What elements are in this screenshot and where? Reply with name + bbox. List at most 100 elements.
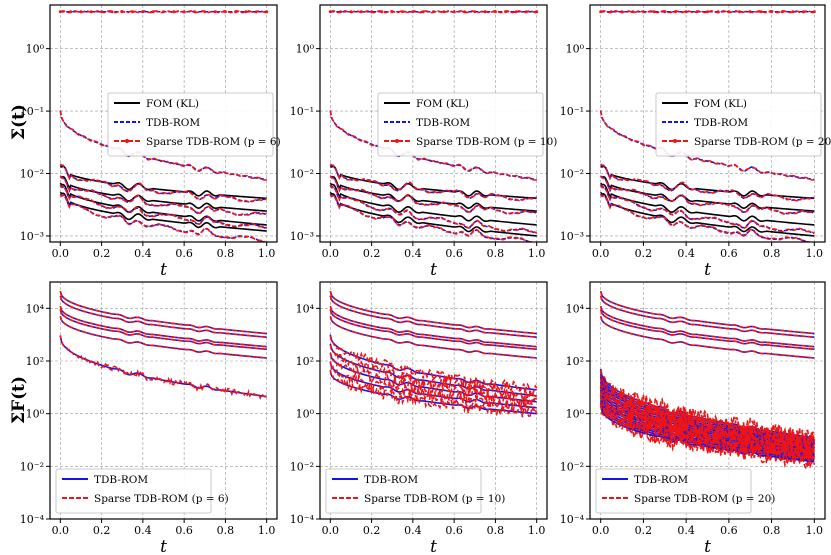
legend-entry: Sparse TDB-ROM (p = 6) — [146, 136, 281, 148]
sparse-marker — [663, 10, 667, 14]
sparse-marker — [684, 10, 688, 14]
y-tick-label: 10⁻³ — [290, 230, 314, 243]
sparse-tdb-rom-line — [329, 316, 537, 359]
x-tick-label: 0.0 — [52, 247, 70, 260]
sparse-marker — [452, 10, 456, 14]
sparse-marker — [349, 10, 353, 14]
sparse-tdb-rom-line — [59, 184, 268, 230]
x-tick-label: 1.0 — [528, 247, 546, 260]
fom-kl-line — [59, 165, 267, 200]
sparse-marker — [131, 10, 135, 14]
panel-bottom-left: 0.0 0.2 0.4 0.6 0.8 1.0 10⁻⁴ 10⁻² 10⁰ 10² 10⁴ t TDB-… — [20, 281, 278, 555]
sparse-marker — [162, 10, 165, 14]
sparse-tdb-rom-line — [329, 361, 537, 414]
sparse-marker — [599, 10, 603, 14]
sparse-marker — [695, 10, 699, 14]
x-tick-label: 1.0 — [258, 524, 276, 537]
x-tick-label: 0.0 — [52, 524, 70, 537]
axes-frame — [49, 4, 278, 243]
sparse-marker — [401, 10, 405, 14]
x-axis-label: t — [704, 260, 711, 280]
sparse-marker — [151, 10, 155, 14]
legend-entry: TDB-ROM — [634, 474, 688, 486]
sparse-marker — [58, 10, 62, 14]
x-tick-label: 0.0 — [322, 524, 340, 537]
sparse-marker — [192, 10, 196, 14]
plot-area — [328, 10, 539, 242]
sparse-marker — [172, 10, 176, 14]
sparse-tdb-rom-line — [329, 194, 535, 242]
sparse-tdb-rom-line — [329, 335, 538, 396]
tdb-rom-line — [59, 295, 267, 339]
x-tick-label: 0.6 — [175, 524, 193, 537]
legend-box — [377, 92, 544, 157]
sparse-tdb-rom-line — [329, 175, 537, 215]
sparse-marker — [812, 10, 816, 14]
bottom-row-ylabel: ΣF(t) — [9, 376, 29, 424]
sparse-marker — [473, 10, 477, 14]
y-tick-label: 10⁴ — [566, 302, 585, 315]
sparse-marker — [110, 10, 114, 14]
legend: TDB-ROM Sparse TDB-ROM (p = 6) — [55, 468, 229, 514]
sparse-tdb-rom-line — [599, 378, 816, 452]
sparse-marker — [631, 10, 635, 14]
y-tick-label: 10⁰ — [566, 408, 585, 421]
x-tick-label: 0.4 — [677, 524, 695, 537]
y-tick-label: 10⁻³ — [560, 230, 584, 243]
sparse-tdb-rom-line — [59, 163, 267, 203]
sparse-tdb-rom-line — [329, 352, 537, 408]
sparse-marker — [770, 10, 774, 14]
sparse-tdb-rom-line — [329, 184, 538, 235]
sparse-tdb-rom-line — [599, 309, 815, 350]
y-tick-label: 10⁻² — [560, 168, 584, 181]
tdb-rom-line — [59, 335, 267, 398]
sparse-marker — [652, 10, 656, 14]
sparse-tdb-rom-line — [600, 163, 815, 202]
legend: TDB-ROM Sparse TDB-ROM (p = 10) — [325, 468, 505, 514]
legend-entry: TDB-ROM — [94, 474, 148, 486]
y-tick-label: 10² — [296, 355, 314, 368]
y-tick-label: 10⁻¹ — [290, 105, 314, 118]
legend-entry: TDB-ROM — [146, 117, 200, 129]
sparse-tdb-rom-line — [329, 295, 537, 338]
legend-entry: Sparse TDB-ROM (p = 20) — [634, 493, 775, 505]
sparse-tdb-rom-line — [600, 175, 815, 215]
legend-box — [55, 468, 212, 514]
legend-entry: Sparse TDB-ROM (p = 10) — [416, 136, 557, 148]
panel-top-center: 0.0 0.2 0.4 0.6 0.8 1.0 10⁻³ 10⁻² 10⁻¹ 10⁰ t FOM (K… — [290, 4, 557, 280]
legend-entry: TDB-ROM — [416, 117, 470, 129]
x-tick-label: 0.8 — [217, 524, 235, 537]
sparse-tdb-rom-line — [59, 194, 267, 242]
x-tick-label: 0.0 — [592, 247, 610, 260]
sparse-tdb-rom-line — [59, 175, 267, 217]
sparse-tdb-rom-line — [600, 194, 812, 242]
sparse-tdb-rom-line — [59, 335, 268, 401]
sparse-marker — [100, 10, 104, 14]
plot-area — [329, 290, 538, 418]
x-tick-label: 0.8 — [217, 247, 235, 260]
panel-bottom-right: 0.0 0.2 0.4 0.6 0.8 1.0 10⁻⁴ 10⁻² 10⁰ 10² 10⁴ t TDB-… — [560, 281, 826, 555]
x-tick-label: 0.4 — [404, 247, 422, 260]
legend-marker — [395, 139, 399, 143]
sparse-marker — [390, 10, 394, 14]
sparse-marker — [421, 10, 425, 14]
sparse-tdb-rom-line — [59, 290, 267, 335]
sparse-marker — [535, 10, 539, 14]
y-tick-label: 10⁰ — [26, 408, 45, 421]
sparse-marker — [432, 10, 435, 14]
legend-entry: Sparse TDB-ROM (p = 6) — [94, 493, 229, 505]
legend-entry: FOM (KL) — [146, 98, 199, 110]
axes-frame — [319, 281, 548, 520]
sparse-marker — [673, 10, 677, 14]
y-tick-label: 10⁻² — [290, 460, 314, 473]
sparse-marker — [182, 10, 186, 14]
y-tick-label: 10⁻⁴ — [20, 513, 45, 526]
x-tick-label: 0.8 — [487, 524, 505, 537]
legend: TDB-ROM Sparse TDB-ROM (p = 20) — [595, 468, 775, 514]
sparse-tdb-rom-line — [600, 10, 815, 14]
sparse-marker — [234, 10, 238, 14]
x-axis-label: t — [430, 260, 437, 280]
y-tick-label: 10⁻³ — [20, 230, 44, 243]
sparse-tdb-rom-line — [329, 110, 537, 181]
